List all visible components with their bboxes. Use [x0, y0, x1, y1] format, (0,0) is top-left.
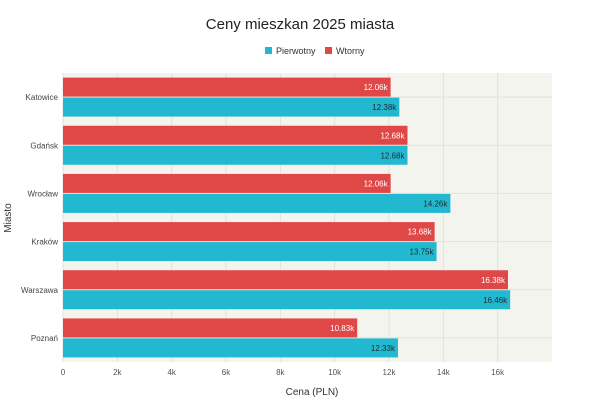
y-tick-label: Katowice [26, 93, 59, 102]
grid-lines [62, 73, 552, 362]
bars: 12.06k 12.38k 12.68k 12.68k 12.06k 14.26k 13.6… [63, 77, 511, 358]
y-tick-label: Warszawa [21, 286, 59, 295]
bar-wtorny [63, 173, 391, 193]
bar-value-label: 14.26k [423, 199, 448, 208]
bar-value-label: 10.83k [330, 324, 355, 333]
chart-title: Ceny mieszkan 2025 miasta [206, 16, 395, 33]
bar-pierwotny [63, 338, 398, 358]
bar-pierwotny [63, 97, 400, 117]
x-tick-label: 2k [113, 368, 122, 377]
x-axis-ticks: 0 2k 4k 6k 8k 10k 12k 14k 16k [61, 368, 505, 377]
bar-pierwotny [63, 145, 408, 165]
x-tick-label: 12k [383, 368, 397, 377]
plot-area [63, 73, 552, 362]
y-tick-label: Kraków [31, 238, 58, 247]
legend-label-pierwotny: Pierwotny [276, 46, 316, 56]
bar-value-label: 12.06k [364, 83, 389, 92]
x-tick-label: 14k [437, 368, 451, 377]
x-tick-label: 8k [276, 368, 285, 377]
bar-pierwotny [63, 242, 437, 262]
legend-swatch-wtorny [325, 47, 332, 54]
y-tick-label: Poznań [31, 334, 58, 343]
legend-swatch-pierwotny [265, 47, 272, 54]
x-tick-label: 0 [61, 368, 66, 377]
bar-wtorny [63, 222, 435, 242]
y-tick-label: Gdańsk [30, 141, 59, 150]
x-tick-label: 10k [328, 368, 342, 377]
bar-value-label: 12.68k [380, 151, 405, 160]
y-tick-label: Wrocław [27, 189, 58, 198]
y-axis-ticks: Katowice Gdańsk Wrocław Kraków Warszawa Pozna… [21, 93, 59, 343]
bar-value-label: 12.68k [380, 131, 405, 140]
bar-value-label: 13.68k [408, 228, 433, 237]
bar-wtorny [63, 125, 408, 145]
bar-pierwotny [63, 290, 511, 310]
bar-wtorny [63, 318, 358, 338]
bar-value-label: 13.75k [410, 248, 435, 257]
legend: Pierwotny Wtorny [265, 46, 365, 56]
bar-value-label: 12.06k [364, 179, 389, 188]
bar-wtorny [63, 77, 391, 97]
x-tick-label: 16k [491, 368, 505, 377]
bar-wtorny [63, 270, 508, 290]
bar-value-label: 16.46k [483, 296, 508, 305]
bar-value-label: 12.38k [372, 103, 397, 112]
x-axis-title: Cena (PLN) [286, 387, 339, 398]
legend-label-wtorny: Wtorny [336, 46, 365, 56]
bar-value-label: 12.33k [371, 344, 396, 353]
x-tick-label: 6k [222, 368, 231, 377]
x-tick-label: 4k [167, 368, 176, 377]
y-axis-title: Miasto [3, 203, 14, 233]
bar-pierwotny [63, 193, 451, 213]
bar-value-label: 16.38k [481, 276, 506, 285]
